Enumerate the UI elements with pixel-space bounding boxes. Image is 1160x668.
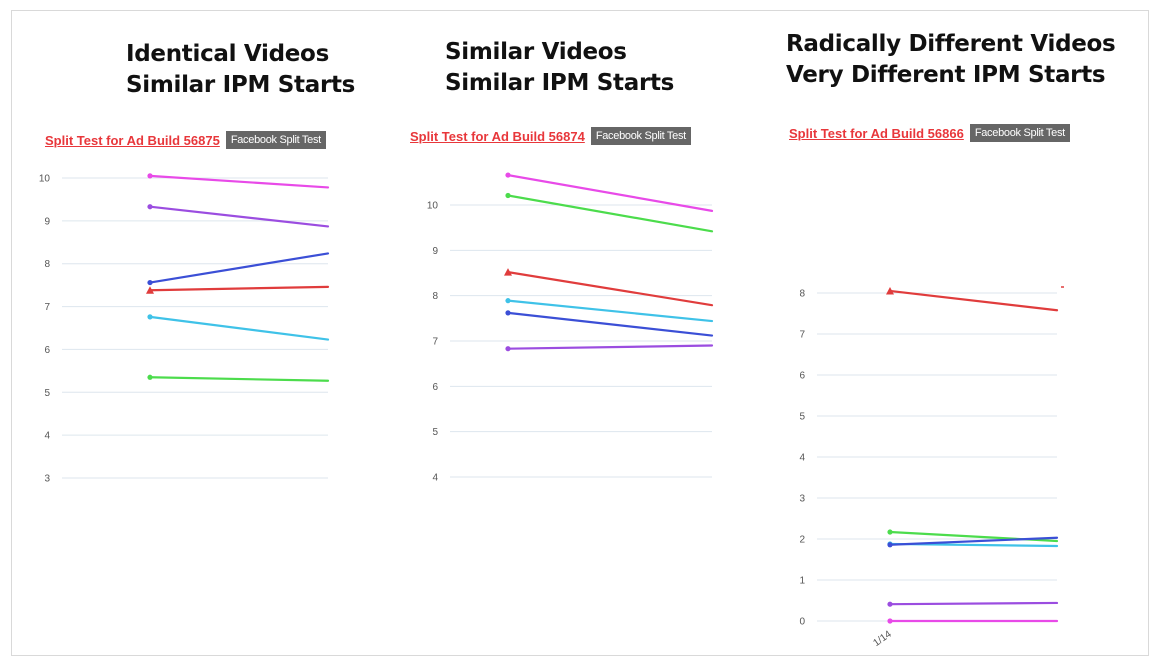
series-line: [148, 285, 330, 292]
y-tick-label: 9: [432, 246, 438, 257]
y-tick-label: 6: [799, 371, 805, 382]
series-start-marker: [146, 286, 154, 294]
panel-2-source-badge: Facebook Split Test: [590, 127, 691, 145]
y-tick-label: 7: [799, 330, 805, 341]
y-tick-label: 8: [799, 289, 805, 300]
y-tick-label: 6: [44, 345, 50, 356]
series-line: [888, 289, 1059, 312]
series-line: [148, 252, 330, 284]
series-line: [506, 311, 714, 337]
panel-2-heading-line-1: Similar Videos: [445, 39, 627, 65]
y-tick-label: 6: [432, 382, 438, 393]
panel-1-heading-line-1: Identical Videos: [126, 41, 329, 67]
series-start-marker: [505, 298, 511, 304]
panel-3-heading-line-1: Radically Different Videos: [786, 31, 1116, 57]
series-line: [888, 601, 1059, 606]
y-tick-label: 1: [799, 576, 805, 587]
series-start-marker: [147, 374, 153, 380]
y-tick-label: 0: [799, 617, 805, 628]
series-line: [888, 536, 1059, 546]
y-tick-label: 8: [432, 291, 438, 302]
series-line: [506, 299, 714, 323]
y-tick-label: 10: [39, 174, 51, 185]
series-line: [506, 344, 714, 350]
series-start-marker: [505, 346, 511, 352]
series-start-marker: [886, 286, 894, 295]
series-line: [148, 174, 330, 189]
panel-2-heading-line-2: Similar IPM Starts: [445, 70, 675, 96]
panel-3-subtitle: Split Test for Ad Build 56866 Facebook S…: [789, 124, 1070, 142]
y-tick-label: 7: [432, 337, 438, 348]
series-start-marker: [887, 529, 893, 535]
panel-2-heading: Similar Videos Similar IPM Starts: [445, 37, 681, 99]
y-tick-label: 4: [44, 431, 50, 442]
panel-3-source-badge: Facebook Split Test: [969, 124, 1070, 142]
figure-frame: Identical Videos Similar IPM Starts Simi…: [11, 10, 1149, 656]
series-line: [506, 270, 714, 307]
y-tick-label: 2: [799, 535, 805, 546]
series-line: [148, 315, 330, 341]
y-tick-label: 4: [432, 473, 438, 484]
panel-3-line-chart: 8 7 6 5 4 3 2 1 0 1/14: [799, 286, 1064, 649]
series-line: [506, 194, 714, 233]
panel-3-heading-line-2: Very Different IPM Starts: [786, 62, 1106, 88]
x-tick-label: 1/14: [871, 629, 894, 649]
panel-1-split-test-link[interactable]: Split Test for Ad Build 56875: [45, 132, 220, 148]
series-line: [148, 376, 330, 382]
panel-2-split-test-link[interactable]: Split Test for Ad Build 56874: [410, 128, 585, 144]
y-tick-label: 3: [44, 474, 50, 485]
panel-1-line-chart: 10 9 8 7 6 5 4 3: [39, 173, 330, 485]
series-start-marker: [504, 268, 512, 276]
series-start-marker: [147, 314, 153, 320]
panel-3-split-test-link[interactable]: Split Test for Ad Build 56866: [789, 125, 964, 141]
series-start-marker: [505, 310, 511, 316]
y-tick-label: 7: [44, 302, 50, 313]
panel-1-heading: Identical Videos Similar IPM Starts: [126, 39, 362, 101]
y-tick-label: 9: [44, 216, 50, 227]
series-start-marker: [147, 279, 153, 286]
panel-1-subtitle: Split Test for Ad Build 56875 Facebook S…: [45, 131, 326, 149]
series-start-marker: [147, 173, 153, 179]
series-line: [148, 205, 330, 228]
series-start-marker: [887, 601, 893, 607]
y-tick-label: 10: [427, 201, 439, 212]
series-start-marker: [887, 618, 893, 624]
panel-1-source-badge: Facebook Split Test: [225, 131, 326, 149]
series-start-marker: [887, 542, 893, 548]
series-start-marker: [147, 204, 153, 210]
panel-2-line-chart: 10 9 8 7 6 5 4: [427, 172, 714, 484]
series-start-marker: [505, 172, 511, 178]
series-line: [506, 173, 714, 212]
y-tick-label: 4: [799, 453, 805, 464]
y-tick-label: 5: [44, 388, 50, 399]
panel-3-heading: Radically Different Videos Very Differen…: [786, 29, 1126, 91]
y-tick-label: 3: [799, 494, 805, 505]
y-tick-label: 5: [432, 427, 438, 438]
y-tick-label: 5: [799, 412, 805, 423]
panel-1-heading-line-2: Similar IPM Starts: [126, 72, 356, 98]
panel-2-subtitle: Split Test for Ad Build 56874 Facebook S…: [410, 127, 691, 145]
series-start-marker: [505, 192, 511, 199]
y-tick-label: 8: [44, 259, 50, 270]
